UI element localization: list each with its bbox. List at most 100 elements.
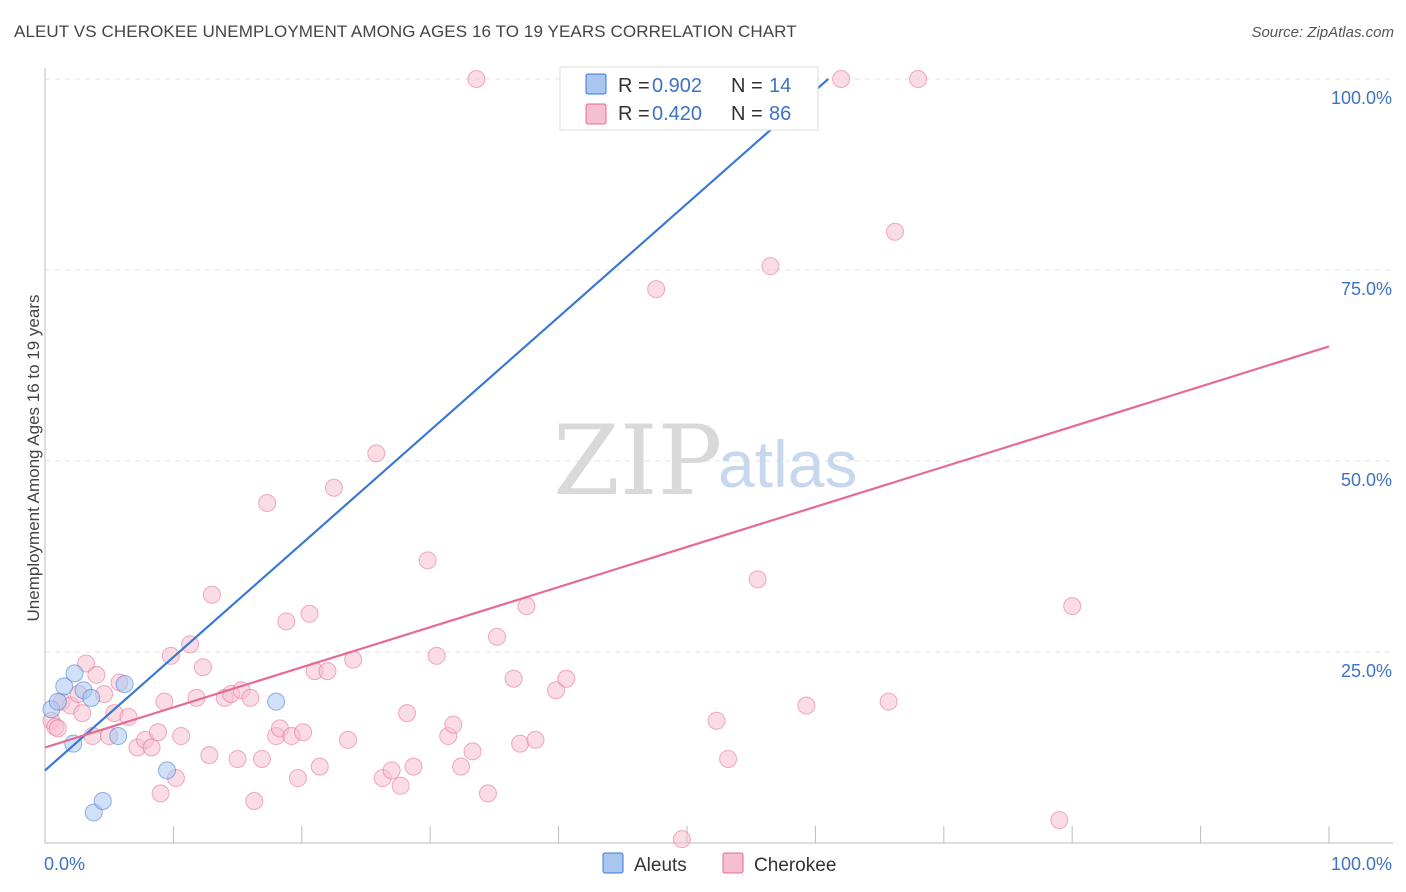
- x-tick-max: 100.0%: [1331, 854, 1392, 874]
- point-cherokee: [398, 704, 417, 723]
- point-cherokee: [391, 776, 410, 795]
- point-cherokee: [517, 597, 536, 616]
- point-cherokee: [193, 658, 212, 677]
- point-cherokee: [526, 730, 545, 749]
- stats-legend: R = 0.902 N = 14 R = 0.420 N = 86: [559, 66, 819, 131]
- point-aleuts: [48, 692, 67, 711]
- point-cherokee: [1050, 811, 1069, 830]
- point-cherokee: [288, 769, 307, 788]
- legend-r-label-cherokee: R =: [618, 103, 650, 125]
- point-cherokee: [672, 830, 691, 849]
- point-cherokee: [73, 704, 92, 723]
- point-aleuts: [93, 791, 112, 810]
- point-aleuts: [65, 664, 84, 683]
- point-cherokee: [77, 654, 96, 673]
- legend-swatch-cherokee: [585, 103, 607, 125]
- point-cherokee: [161, 646, 180, 665]
- series-legend: Aleuts Cherokee: [602, 852, 836, 876]
- legend-r-value-aleuts: 0.902: [652, 75, 702, 97]
- point-cherokee: [761, 257, 780, 276]
- legend-n-label-cherokee: N =: [731, 103, 763, 125]
- point-cherokee: [310, 757, 329, 776]
- series-legend-label-cherokee: Cherokee: [754, 855, 836, 876]
- point-cherokee: [142, 738, 161, 757]
- point-cherokee: [172, 727, 191, 746]
- point-aleuts: [267, 692, 286, 711]
- point-cherokee: [427, 646, 446, 665]
- point-aleuts: [109, 727, 128, 746]
- legend-swatch-aleuts: [585, 73, 607, 95]
- source-credit: Source: ZipAtlas.com: [1251, 24, 1394, 41]
- trend-lines: [44, 78, 1330, 772]
- point-cherokee: [719, 749, 738, 768]
- point-cherokee: [748, 570, 767, 589]
- point-cherokee: [200, 746, 219, 765]
- legend-r-value-cherokee: 0.420: [652, 103, 702, 125]
- trend-line-cherokee: [44, 345, 1330, 749]
- point-cherokee: [48, 719, 67, 738]
- data-points: [42, 70, 1082, 849]
- point-cherokee: [252, 749, 271, 768]
- point-cherokee: [886, 222, 905, 241]
- trend-line-aleuts: [44, 78, 829, 772]
- point-cherokee: [294, 723, 313, 742]
- point-cherokee: [404, 757, 423, 776]
- point-cherokee: [909, 70, 928, 88]
- y-axis-label: Unemployment Among Ages 16 to 19 years: [24, 295, 43, 622]
- point-cherokee: [478, 784, 497, 803]
- point-cherokee: [382, 761, 401, 780]
- point-aleuts: [82, 688, 101, 707]
- point-cherokee: [258, 494, 277, 513]
- series-legend-swatch-aleuts: [602, 852, 624, 874]
- point-aleuts: [55, 677, 74, 696]
- point-cherokee: [324, 478, 343, 497]
- point-cherokee: [418, 551, 437, 570]
- watermark-zip: ZIP: [553, 405, 722, 517]
- x-tick-min: 0.0%: [44, 854, 85, 874]
- grid-lines: [45, 78, 1393, 653]
- point-cherokee: [241, 688, 260, 707]
- point-cherokee: [647, 280, 666, 299]
- point-cherokee: [148, 723, 167, 742]
- point-cherokee: [707, 711, 726, 730]
- point-cherokee: [318, 662, 337, 681]
- point-aleuts: [157, 761, 176, 780]
- point-cherokee: [87, 665, 106, 684]
- legend-r-label-aleuts: R =: [618, 75, 650, 97]
- point-cherokee: [202, 585, 221, 604]
- series-legend-label-aleuts: Aleuts: [634, 855, 687, 876]
- point-cherokee: [832, 70, 851, 88]
- watermark-atlas: atlas: [718, 427, 857, 501]
- point-cherokee: [245, 791, 264, 810]
- watermark: ZIP atlas: [553, 405, 857, 517]
- y-tick-label: 75.0%: [1341, 279, 1392, 299]
- point-cherokee: [487, 627, 506, 646]
- point-cherokee: [463, 742, 482, 761]
- legend-n-value-cherokee: 86: [769, 103, 791, 125]
- point-cherokee: [467, 70, 486, 88]
- chart-title: ALEUT VS CHEROKEE UNEMPLOYMENT AMONG AGE…: [14, 22, 797, 41]
- point-cherokee: [557, 669, 576, 688]
- point-cherokee: [504, 669, 523, 688]
- point-cherokee: [444, 715, 463, 734]
- point-cherokee: [367, 444, 386, 463]
- y-tick-label: 25.0%: [1341, 661, 1392, 681]
- point-cherokee: [181, 635, 200, 654]
- y-tick-label: 50.0%: [1341, 470, 1392, 490]
- point-aleuts: [115, 675, 134, 694]
- point-cherokee: [339, 730, 358, 749]
- point-cherokee: [547, 681, 566, 700]
- point-cherokee: [228, 749, 247, 768]
- legend-n-label-aleuts: N =: [731, 75, 763, 97]
- point-cherokee: [452, 757, 471, 776]
- point-cherokee: [797, 696, 816, 715]
- point-cherokee: [1063, 597, 1082, 616]
- legend-n-value-aleuts: 14: [769, 75, 791, 97]
- point-cherokee: [151, 784, 170, 803]
- point-cherokee: [511, 734, 530, 753]
- point-cherokee: [277, 612, 296, 631]
- point-cherokee: [300, 604, 319, 623]
- y-tick-label: 100.0%: [1331, 88, 1392, 108]
- y-tick-labels: 25.0% 50.0% 75.0% 100.0%: [1331, 88, 1392, 681]
